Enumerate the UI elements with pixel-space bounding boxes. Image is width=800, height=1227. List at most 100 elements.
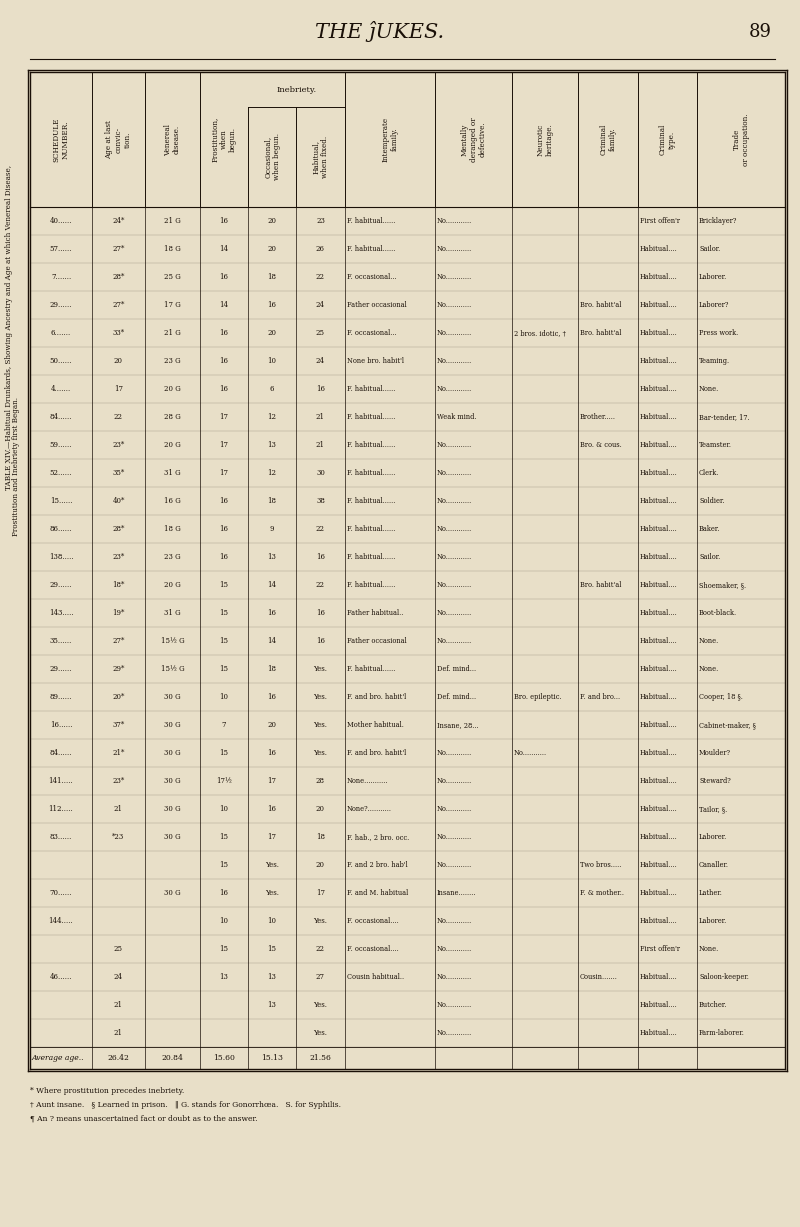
Text: 16: 16 bbox=[316, 637, 325, 645]
Text: Yes.: Yes. bbox=[314, 721, 327, 729]
Text: Laborer.: Laborer. bbox=[699, 272, 727, 281]
Text: Sailor.: Sailor. bbox=[699, 245, 720, 253]
Text: THE ĵUKES.: THE ĵUKES. bbox=[315, 22, 445, 43]
Text: 16: 16 bbox=[267, 301, 277, 309]
Text: Mother habitual.: Mother habitual. bbox=[347, 721, 404, 729]
Text: 20: 20 bbox=[316, 805, 325, 814]
Text: 18: 18 bbox=[316, 833, 325, 840]
Text: Farm-laborer.: Farm-laborer. bbox=[699, 1029, 745, 1037]
Text: Father occasional: Father occasional bbox=[347, 637, 406, 645]
Text: 25: 25 bbox=[316, 329, 325, 337]
Text: F. habitual......: F. habitual...... bbox=[347, 497, 395, 506]
Text: 15.13: 15.13 bbox=[261, 1054, 283, 1063]
Text: 16: 16 bbox=[267, 693, 277, 701]
Text: 83......: 83...... bbox=[50, 833, 72, 840]
Text: 10: 10 bbox=[219, 917, 229, 925]
Text: 15......: 15...... bbox=[50, 497, 72, 506]
Text: 30 G: 30 G bbox=[164, 721, 181, 729]
Text: No............: No............ bbox=[437, 777, 472, 785]
Text: Bricklayer?: Bricklayer? bbox=[699, 217, 738, 225]
Text: 18: 18 bbox=[267, 272, 277, 281]
Text: Habitual....: Habitual.... bbox=[640, 357, 678, 364]
Text: 59......: 59...... bbox=[50, 440, 72, 449]
Text: Yes.: Yes. bbox=[314, 917, 327, 925]
Text: Insane, 28...: Insane, 28... bbox=[437, 721, 478, 729]
Text: 23 G: 23 G bbox=[164, 357, 181, 364]
Text: Habitual....: Habitual.... bbox=[640, 721, 678, 729]
Text: Habitual....: Habitual.... bbox=[640, 890, 678, 897]
Text: F. and bro...: F. and bro... bbox=[580, 693, 620, 701]
Text: 16: 16 bbox=[267, 805, 277, 814]
Text: F. and bro. habit'l: F. and bro. habit'l bbox=[347, 748, 406, 757]
Text: None.: None. bbox=[699, 385, 719, 393]
Text: 15: 15 bbox=[219, 833, 229, 840]
Text: 27*: 27* bbox=[112, 245, 125, 253]
Text: Canaller.: Canaller. bbox=[699, 861, 729, 869]
Text: Laborer?: Laborer? bbox=[699, 301, 730, 309]
Text: 10: 10 bbox=[267, 357, 277, 364]
Text: Bro. & cous.: Bro. & cous. bbox=[580, 440, 622, 449]
Text: 28*: 28* bbox=[112, 272, 125, 281]
Text: 38: 38 bbox=[316, 497, 325, 506]
Text: Yes.: Yes. bbox=[265, 861, 279, 869]
Text: 35......: 35...... bbox=[50, 637, 72, 645]
Text: Yes.: Yes. bbox=[265, 890, 279, 897]
Text: None.: None. bbox=[699, 637, 719, 645]
Text: Sailor.: Sailor. bbox=[699, 553, 720, 561]
Text: F. habitual......: F. habitual...... bbox=[347, 217, 395, 225]
Text: 6.......: 6....... bbox=[51, 329, 71, 337]
Text: 24: 24 bbox=[114, 973, 123, 982]
Text: 17: 17 bbox=[316, 890, 325, 897]
Text: 30 G: 30 G bbox=[164, 777, 181, 785]
Text: Habitual....: Habitual.... bbox=[640, 329, 678, 337]
Text: Trade
or occupation.: Trade or occupation. bbox=[733, 113, 750, 166]
Text: 84......: 84...... bbox=[50, 748, 72, 757]
Text: No............: No............ bbox=[437, 525, 472, 533]
Text: Intemperate
family.: Intemperate family. bbox=[382, 117, 398, 162]
Text: Brother.....: Brother..... bbox=[580, 413, 616, 421]
Text: No...........: No........... bbox=[514, 748, 547, 757]
Text: No............: No............ bbox=[437, 748, 472, 757]
Text: No............: No............ bbox=[437, 973, 472, 982]
Text: 14: 14 bbox=[267, 582, 277, 589]
Text: Neurotic
heritage.: Neurotic heritage. bbox=[536, 123, 554, 156]
Text: 16: 16 bbox=[219, 272, 229, 281]
Text: No............: No............ bbox=[437, 272, 472, 281]
Text: Moulder?: Moulder? bbox=[699, 748, 731, 757]
Text: 29......: 29...... bbox=[50, 301, 72, 309]
Text: 22: 22 bbox=[316, 272, 325, 281]
Text: No............: No............ bbox=[437, 245, 472, 253]
Text: Cabinet-maker, §: Cabinet-maker, § bbox=[699, 721, 756, 729]
Text: 15: 15 bbox=[219, 637, 229, 645]
Text: 22: 22 bbox=[316, 525, 325, 533]
Text: Habitual....: Habitual.... bbox=[640, 748, 678, 757]
Text: 17: 17 bbox=[267, 833, 277, 840]
Text: Steward?: Steward? bbox=[699, 777, 730, 785]
Text: Laborer.: Laborer. bbox=[699, 833, 727, 840]
Text: 16: 16 bbox=[219, 497, 229, 506]
Text: 21*: 21* bbox=[112, 748, 125, 757]
Text: 16: 16 bbox=[316, 385, 325, 393]
Text: 16: 16 bbox=[219, 357, 229, 364]
Text: Habitual....: Habitual.... bbox=[640, 665, 678, 672]
Text: 13: 13 bbox=[219, 973, 229, 982]
Text: Yes.: Yes. bbox=[314, 748, 327, 757]
Text: Inebriety.: Inebriety. bbox=[277, 86, 317, 94]
Text: Baker.: Baker. bbox=[699, 525, 720, 533]
Text: 31 G: 31 G bbox=[164, 609, 181, 617]
Text: No............: No............ bbox=[437, 945, 472, 953]
Text: 16: 16 bbox=[219, 553, 229, 561]
Text: Butcher.: Butcher. bbox=[699, 1001, 727, 1009]
Text: 17: 17 bbox=[219, 469, 229, 477]
Text: Teamster.: Teamster. bbox=[699, 440, 732, 449]
Text: Yes.: Yes. bbox=[314, 1029, 327, 1037]
Text: 16: 16 bbox=[219, 890, 229, 897]
Text: 18 G: 18 G bbox=[164, 245, 181, 253]
Text: 19*: 19* bbox=[112, 609, 125, 617]
Text: None.: None. bbox=[699, 665, 719, 672]
Text: 20 G: 20 G bbox=[164, 582, 181, 589]
Text: Habitual,
when fixed.: Habitual, when fixed. bbox=[312, 136, 329, 178]
Text: 14: 14 bbox=[219, 245, 229, 253]
Text: 22: 22 bbox=[114, 413, 123, 421]
Text: F. and 2 bro. hab'l: F. and 2 bro. hab'l bbox=[347, 861, 408, 869]
